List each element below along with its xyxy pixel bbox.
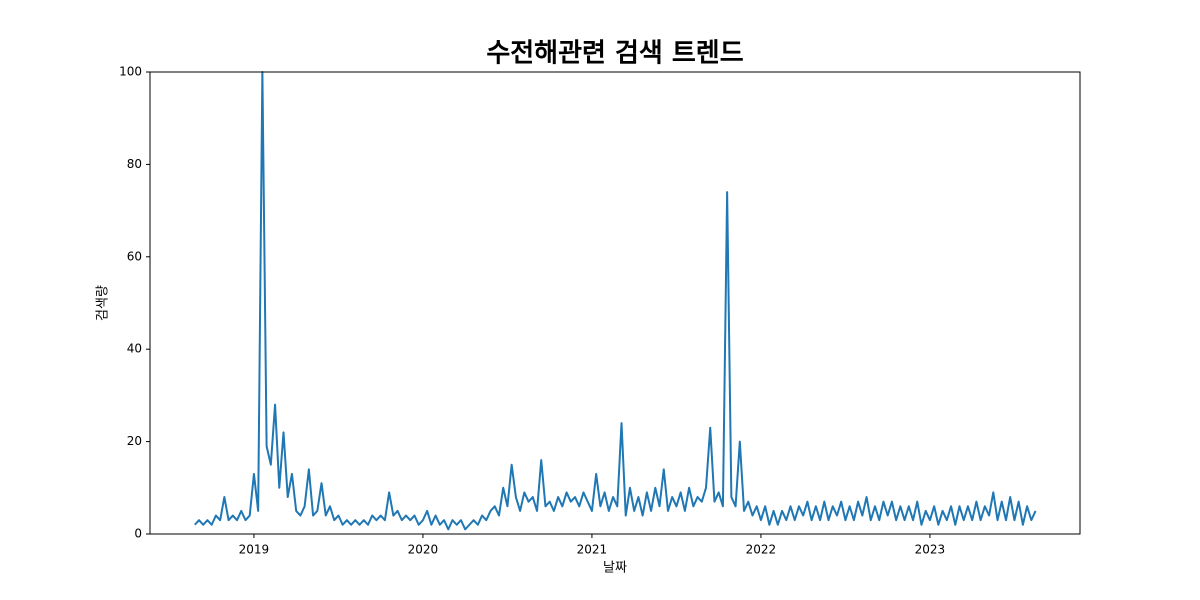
y-axis-label: 검색량 [96,285,111,321]
x-tick-label: 2020 [408,543,439,557]
y-tick-label: 20 [127,434,142,448]
plot-frame [149,71,1081,535]
y-tick-label: 60 [127,249,142,263]
x-tick-label: 2023 [915,543,946,557]
x-tick-label: 2019 [239,543,270,557]
x-tick-label: 2022 [746,543,777,557]
y-tick-label: 80 [127,157,142,171]
x-tick-label: 2021 [577,543,608,557]
data-line [194,71,1037,531]
y-tick-label: 0 [134,527,142,541]
x-axis-label: 날짜 [603,561,627,576]
y-tick-label: 40 [127,342,142,356]
chart-title: 수전해관련 검색 트렌드 [486,39,743,69]
y-tick-label: 100 [119,65,142,79]
